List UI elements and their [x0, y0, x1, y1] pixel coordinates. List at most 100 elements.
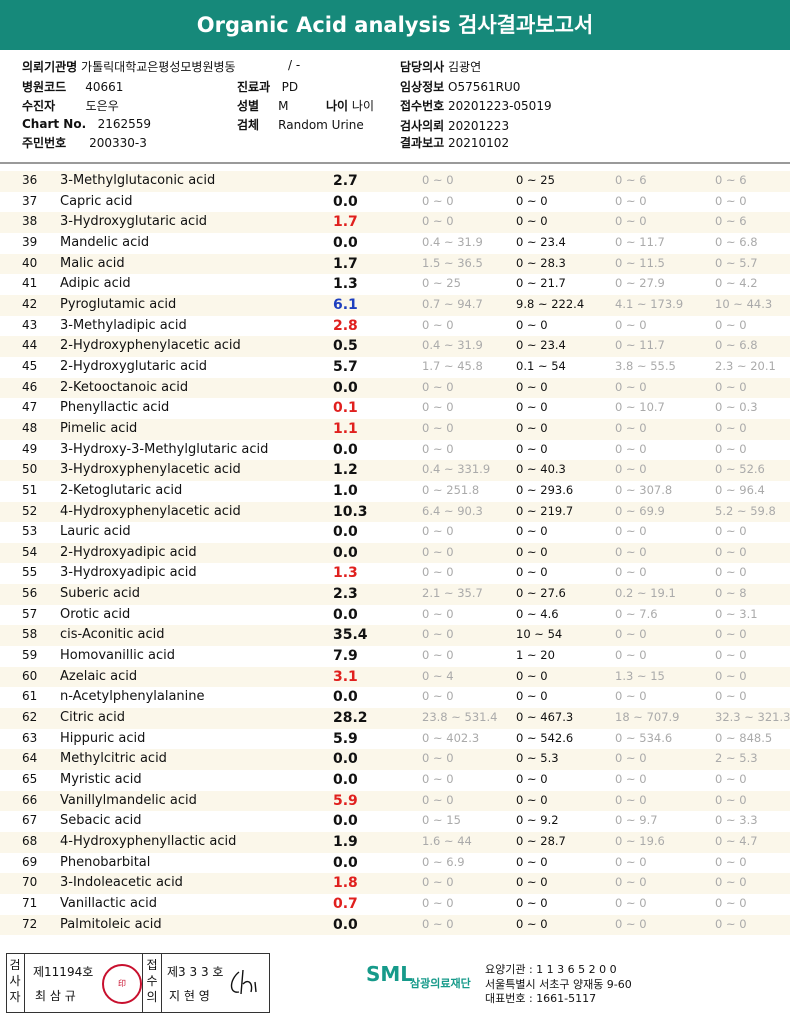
- ref-range-3: 0 ~ 0: [615, 751, 647, 766]
- ref-range-4: 0 ~ 0: [715, 772, 747, 787]
- ref-range-4: 0 ~ 0: [715, 854, 747, 869]
- ref-range-4: 0 ~ 0.3: [715, 400, 758, 415]
- row-number: 62: [22, 710, 38, 725]
- row-number: 44: [22, 338, 38, 353]
- ref-range-3: 0 ~ 0: [615, 916, 647, 931]
- seal-text: 印: [118, 979, 126, 988]
- age-field: 나이 나이: [326, 97, 374, 114]
- ref-range-1: 0.4 ~ 31.9: [422, 338, 483, 353]
- ref-range-4: 0 ~ 8: [715, 586, 747, 601]
- sex-field: 성별 M: [237, 97, 289, 114]
- phone: 대표번호 : 1661-5117: [485, 992, 597, 1005]
- ref-range-3: 0 ~ 0: [615, 772, 647, 787]
- ref-range-1: 0 ~ 0: [422, 916, 454, 931]
- result-value: 2.7: [333, 173, 358, 189]
- ref-range-4: 0 ~ 3.1: [715, 606, 758, 621]
- ref-range-1: 0 ~ 25: [422, 276, 461, 291]
- ref-range-4: 0 ~ 0: [715, 565, 747, 580]
- row-number: 39: [22, 234, 38, 249]
- result-value: 0.0: [333, 544, 358, 561]
- ref-range-2: 0 ~ 9.2: [516, 813, 559, 828]
- ref-range-1: 0.4 ~ 331.9: [422, 462, 491, 477]
- ref-range-2: 0 ~ 40.3: [516, 462, 566, 477]
- table-row: 41 Adipic acid 1.3 0 ~ 25 0 ~ 21.7 0 ~ 27.9 0 …: [0, 274, 790, 295]
- institute-name: 삼광의료재단: [410, 977, 471, 990]
- row-number: 40: [22, 255, 38, 270]
- doctor-field: 담당의사 김광연: [400, 58, 481, 75]
- analyte-name: Mandelic acid: [60, 234, 150, 250]
- row-number: 37: [22, 193, 38, 208]
- row-number: 43: [22, 317, 38, 332]
- ref-range-4: 32.3 ~ 321.3: [715, 710, 790, 725]
- ref-range-3: 0 ~ 307.8: [615, 482, 673, 497]
- result-value: 7.9: [333, 648, 358, 665]
- ref-range-3: 0 ~ 0: [615, 875, 647, 890]
- ref-range-2: 0 ~ 23.4: [516, 338, 566, 353]
- ref-range-3: 0 ~ 534.6: [615, 730, 673, 745]
- result-value: 1.8: [333, 875, 358, 892]
- analyte-name: Methylcitric acid: [60, 751, 167, 767]
- table-row: 68 4-Hydroxyphenyllactic acid 1.9 1.6 ~ 44 0…: [0, 832, 790, 853]
- receiver-value: 도은우: [85, 99, 119, 113]
- ref-range-1: 0 ~ 402.3: [422, 730, 480, 745]
- result-value: 0.5: [333, 338, 358, 355]
- result-value: 1.3: [333, 565, 358, 582]
- analyte-name: Malic acid: [60, 255, 125, 271]
- row-number: 61: [22, 689, 38, 704]
- result-value: 0.0: [333, 234, 358, 251]
- row-number: 70: [22, 875, 38, 890]
- result-value: 35.4: [333, 627, 368, 644]
- table-row: 56 Suberic acid 2.3 2.1 ~ 35.7 0 ~ 27.6 0.2 ~…: [0, 584, 790, 605]
- ref-range-1: 0 ~ 0: [422, 544, 454, 559]
- ref-range-1: 0 ~ 0: [422, 648, 454, 663]
- code-label: 병원코드: [22, 80, 67, 94]
- ref-range-2: 0 ~ 28.3: [516, 255, 566, 270]
- table-row: 63 Hippuric acid 5.9 0 ~ 402.3 0 ~ 542.6 0 ~ …: [0, 729, 790, 750]
- ref-range-1: 0 ~ 6.9: [422, 854, 465, 869]
- ref-range-1: 0 ~ 0: [422, 400, 454, 415]
- analyte-name: Pyroglutamic acid: [60, 296, 177, 312]
- ref-range-4: 0 ~ 96.4: [715, 482, 765, 497]
- ref-range-2: 0 ~ 5.3: [516, 751, 559, 766]
- result-value: 1.9: [333, 834, 358, 850]
- report-value: 20210102: [448, 136, 510, 150]
- ref-range-1: 0 ~ 0: [422, 895, 454, 910]
- ref-range-3: 0 ~ 0: [615, 854, 647, 869]
- ref-range-2: 0 ~ 0: [516, 400, 548, 415]
- ref-range-1: 0.7 ~ 94.7: [422, 296, 483, 311]
- analyte-name: 4-Hydroxyphenyllactic acid: [60, 834, 237, 849]
- result-value: 0.0: [333, 441, 358, 458]
- result-value: 5.7: [333, 358, 358, 375]
- clinical-label: 임상정보: [400, 80, 445, 94]
- ref-range-3: 0 ~ 0: [615, 379, 647, 394]
- table-row: 42 Pyroglutamic acid 6.1 0.7 ~ 94.7 9.8 ~ 22…: [0, 294, 790, 316]
- clinical-field: 임상정보 O57561RU0: [400, 78, 520, 95]
- table-row: 43 3-Methyladipic acid 2.8 0 ~ 0 0 ~ 0 0 ~ 0 0…: [0, 316, 790, 337]
- age-label: 나이: [326, 99, 349, 113]
- ref-range-2: 0 ~ 0: [516, 668, 548, 683]
- table-row: 71 Vanillactic acid 0.7 0 ~ 0 0 ~ 0 0 ~ 0 0 ~ …: [0, 894, 790, 915]
- row-number: 55: [22, 565, 38, 580]
- dept-field: 진료과 PD: [237, 78, 298, 95]
- table-row: 40 Malic acid 1.7 1.5 ~ 36.5 0 ~ 28.3 0 ~ 11.…: [0, 253, 790, 275]
- analyte-name: Phenobarbital: [60, 854, 151, 870]
- ref-range-3: 0 ~ 0: [615, 462, 647, 477]
- ref-range-1: 0 ~ 0: [422, 751, 454, 766]
- results-table: 36 3-Methylglutaconic acid 2.7 0 ~ 0 0 ~ 25 0…: [0, 171, 790, 936]
- row-number: 47: [22, 400, 38, 415]
- ref-range-4: 0 ~ 0: [715, 689, 747, 704]
- table-row: 54 2-Hydroxyadipic acid 0.0 0 ~ 0 0 ~ 0 0 ~ 0…: [0, 542, 790, 564]
- row-number: 60: [22, 668, 38, 683]
- row-number: 53: [22, 524, 38, 539]
- chart-label: Chart No.: [22, 117, 87, 131]
- ref-range-1: 2.1 ~ 35.7: [422, 586, 483, 601]
- table-row: 53 Lauric acid 0.0 0 ~ 0 0 ~ 0 0 ~ 0 0 ~ 0: [0, 522, 790, 543]
- analyte-name: cis-Aconitic acid: [60, 627, 165, 643]
- ref-range-4: 2.3 ~ 20.1: [715, 358, 776, 373]
- ref-range-3: 0 ~ 0: [615, 214, 647, 229]
- analyte-name: Azelaic acid: [60, 668, 138, 684]
- ref-range-1: 0 ~ 0: [422, 792, 454, 807]
- row-number: 68: [22, 834, 38, 848]
- row-number: 59: [22, 648, 38, 663]
- analyte-name: Homovanillic acid: [60, 648, 175, 664]
